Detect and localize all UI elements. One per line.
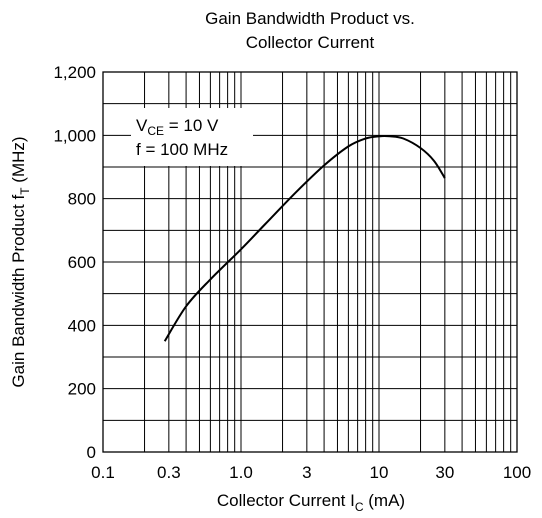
- x-tick-label: 100: [503, 463, 531, 482]
- x-tick-label: 0.1: [91, 463, 115, 482]
- y-tick-label: 800: [68, 190, 96, 209]
- y-tick-label: 1,200: [53, 63, 96, 82]
- y-tick-label: 0: [87, 443, 96, 462]
- condition-frequency: f = 100 MHz: [136, 140, 228, 159]
- conditions-box: [131, 108, 253, 166]
- y-tick-label: 600: [68, 253, 96, 272]
- y-axis-label: Gain Bandwidth Product fT (MHz): [9, 136, 32, 387]
- x-tick-label: 10: [370, 463, 389, 482]
- plot-frame: [102, 71, 518, 453]
- chart-title-line-1: Gain Bandwidth Product vs.: [205, 9, 415, 28]
- x-axis-label: Collector Current IC (mA): [217, 491, 405, 514]
- chart-title-line-2: Collector Current: [246, 33, 375, 52]
- y-tick-label: 1,000: [53, 126, 96, 145]
- tick-labels: 0.1 0.3 1.0 3 10 30 100 0 200 400 600 800 1,000 1,200: [53, 63, 531, 482]
- x-tick-label: 1.0: [229, 463, 253, 482]
- x-tick-label: 0.3: [157, 463, 181, 482]
- y-tick-label: 200: [68, 380, 96, 399]
- condition-vce: VCE = 10 V: [136, 116, 219, 138]
- series-line: [163, 135, 446, 342]
- x-tick-label: 3: [302, 463, 311, 482]
- x-tick-label: 30: [435, 463, 454, 482]
- y-tick-label: 400: [68, 316, 96, 335]
